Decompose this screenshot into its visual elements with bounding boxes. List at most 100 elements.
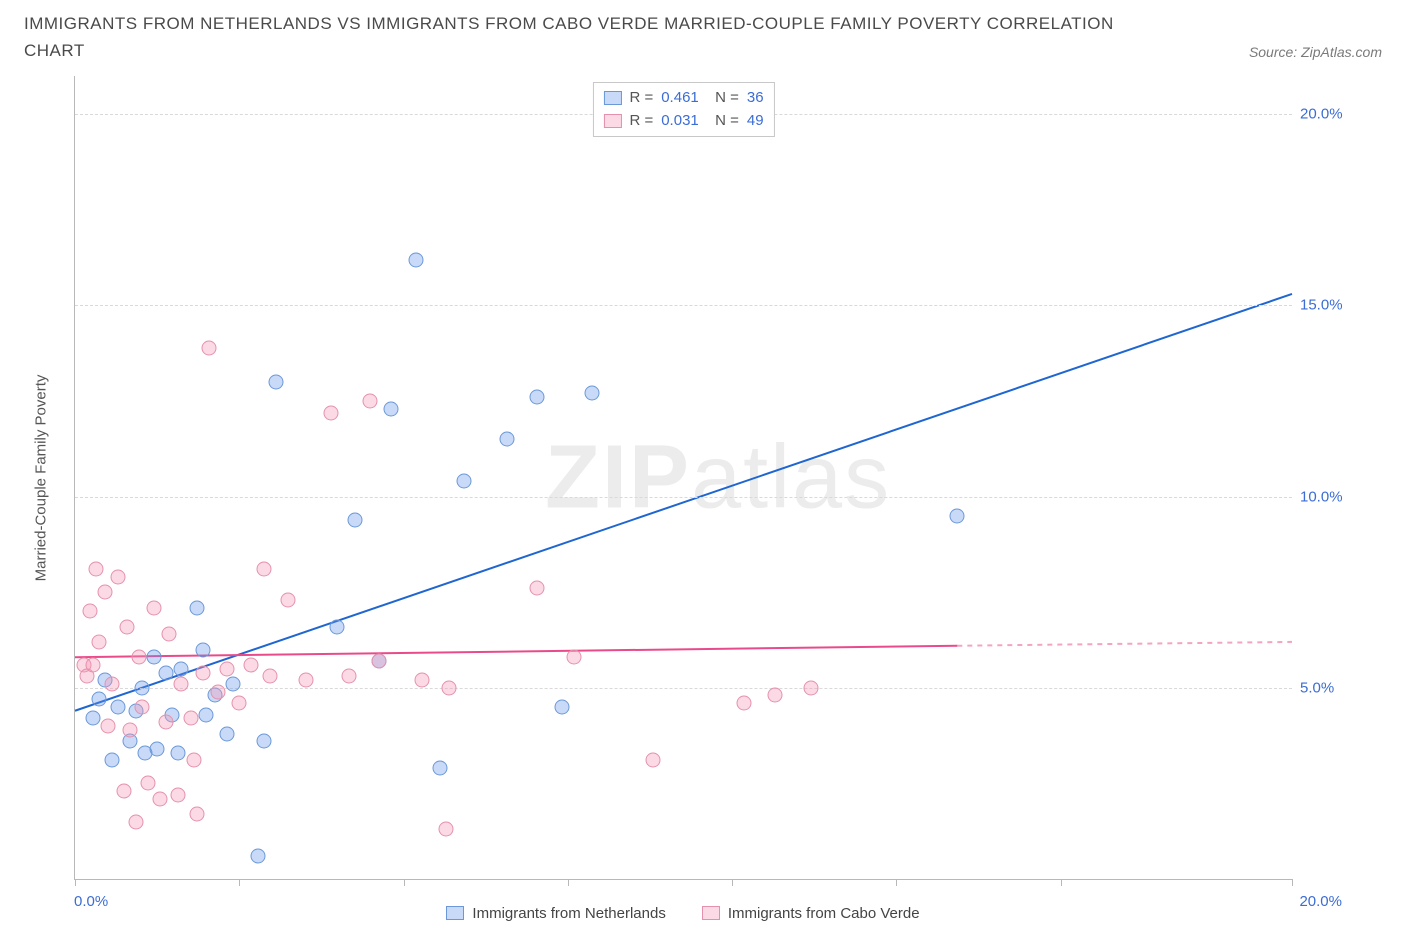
data-point bbox=[530, 390, 545, 405]
data-point bbox=[646, 753, 661, 768]
data-point bbox=[232, 696, 247, 711]
data-point bbox=[804, 680, 819, 695]
data-point bbox=[226, 677, 241, 692]
data-point bbox=[585, 386, 600, 401]
legend-series-item: Immigrants from Netherlands bbox=[446, 905, 665, 922]
y-tick-label: 10.0% bbox=[1300, 488, 1370, 505]
data-point bbox=[457, 474, 472, 489]
data-point bbox=[329, 619, 344, 634]
y-axis-label: Married-Couple Family Poverty bbox=[33, 374, 50, 581]
y-tick-label: 15.0% bbox=[1300, 297, 1370, 314]
data-point bbox=[128, 814, 143, 829]
data-point bbox=[150, 742, 165, 757]
data-point bbox=[104, 753, 119, 768]
data-point bbox=[189, 807, 204, 822]
data-point bbox=[262, 669, 277, 684]
data-point bbox=[101, 719, 116, 734]
plot-area: ZIPatlas Married-Couple Family Poverty R… bbox=[74, 76, 1292, 880]
data-point bbox=[299, 673, 314, 688]
data-point bbox=[198, 707, 213, 722]
data-point bbox=[110, 569, 125, 584]
data-point bbox=[171, 787, 186, 802]
data-point bbox=[92, 634, 107, 649]
data-point bbox=[141, 776, 156, 791]
data-point bbox=[566, 650, 581, 665]
data-point bbox=[189, 600, 204, 615]
data-point bbox=[210, 684, 225, 699]
data-point bbox=[86, 657, 101, 672]
data-point bbox=[950, 508, 965, 523]
data-point bbox=[530, 581, 545, 596]
data-point bbox=[220, 661, 235, 676]
y-tick-label: 5.0% bbox=[1300, 679, 1370, 696]
data-point bbox=[442, 680, 457, 695]
data-point bbox=[183, 711, 198, 726]
data-point bbox=[153, 791, 168, 806]
x-tick bbox=[404, 879, 405, 886]
data-point bbox=[159, 665, 174, 680]
x-axis-max-label: 20.0% bbox=[1299, 893, 1342, 910]
data-point bbox=[174, 677, 189, 692]
data-point bbox=[363, 394, 378, 409]
source-credit: Source: ZipAtlas.com bbox=[1249, 44, 1382, 64]
data-point bbox=[268, 374, 283, 389]
x-tick bbox=[896, 879, 897, 886]
regression-lines bbox=[75, 76, 1292, 879]
data-point bbox=[408, 252, 423, 267]
data-point bbox=[110, 699, 125, 714]
data-point bbox=[500, 432, 515, 447]
data-point bbox=[171, 745, 186, 760]
data-point bbox=[147, 650, 162, 665]
data-point bbox=[147, 600, 162, 615]
chart-container: ZIPatlas Married-Couple Family Poverty R… bbox=[24, 76, 1382, 930]
data-point bbox=[244, 657, 259, 672]
data-point bbox=[104, 677, 119, 692]
data-point bbox=[92, 692, 107, 707]
data-point bbox=[439, 822, 454, 837]
data-point bbox=[89, 562, 104, 577]
x-tick bbox=[1292, 879, 1293, 886]
data-point bbox=[767, 688, 782, 703]
data-point bbox=[347, 512, 362, 527]
y-tick-label: 20.0% bbox=[1300, 106, 1370, 123]
x-tick bbox=[732, 879, 733, 886]
data-point bbox=[250, 849, 265, 864]
data-point bbox=[201, 340, 216, 355]
x-tick bbox=[1061, 879, 1062, 886]
data-point bbox=[256, 562, 271, 577]
data-point bbox=[134, 699, 149, 714]
data-point bbox=[162, 627, 177, 642]
legend-series-item: Immigrants from Cabo Verde bbox=[702, 905, 920, 922]
gridline bbox=[75, 497, 1292, 498]
data-point bbox=[98, 585, 113, 600]
data-point bbox=[195, 642, 210, 657]
data-point bbox=[433, 761, 448, 776]
x-tick bbox=[75, 879, 76, 886]
x-tick bbox=[568, 879, 569, 886]
data-point bbox=[372, 654, 387, 669]
legend-stat-row: R = 0.461 N = 36 bbox=[603, 87, 763, 110]
x-tick bbox=[239, 879, 240, 886]
chart-title: IMMIGRANTS FROM NETHERLANDS VS IMMIGRANT… bbox=[24, 10, 1124, 64]
data-point bbox=[195, 665, 210, 680]
data-point bbox=[554, 699, 569, 714]
data-point bbox=[134, 680, 149, 695]
gridline bbox=[75, 305, 1292, 306]
gridline bbox=[75, 688, 1292, 689]
data-point bbox=[122, 722, 137, 737]
data-point bbox=[737, 696, 752, 711]
data-point bbox=[256, 734, 271, 749]
legend-stat-row: R = 0.031 N = 49 bbox=[603, 110, 763, 133]
data-point bbox=[186, 753, 201, 768]
data-point bbox=[131, 650, 146, 665]
data-point bbox=[220, 726, 235, 741]
data-point bbox=[341, 669, 356, 684]
data-point bbox=[414, 673, 429, 688]
data-point bbox=[86, 711, 101, 726]
data-point bbox=[119, 619, 134, 634]
chart-header: IMMIGRANTS FROM NETHERLANDS VS IMMIGRANT… bbox=[0, 0, 1406, 64]
data-point bbox=[384, 401, 399, 416]
legend-series: Immigrants from Netherlands Immigrants fr… bbox=[74, 905, 1292, 925]
data-point bbox=[159, 715, 174, 730]
data-point bbox=[174, 661, 189, 676]
